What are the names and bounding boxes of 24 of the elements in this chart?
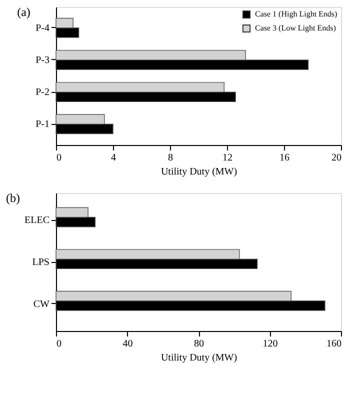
x-tick-label: 8 <box>168 152 173 164</box>
x-axis-title: Utility Duty (MW) <box>160 352 238 364</box>
x-tick-label: 16 <box>280 152 290 164</box>
x-tick-label: 120 <box>262 338 278 350</box>
x-tick-label: 80 <box>194 338 204 350</box>
x-tick-label: 4 <box>111 152 116 164</box>
y-tick-label: P-1 <box>36 119 50 130</box>
y-tick-label: CW <box>33 298 50 310</box>
y-tick-label: P-3 <box>36 54 50 66</box>
x-tick-label: 0 <box>56 152 62 164</box>
chart-title: (a) <box>17 5 30 19</box>
x-tick-label: 0 <box>56 338 62 350</box>
chart-title: (b) <box>6 191 20 205</box>
y-tick-label: P-4 <box>36 22 50 34</box>
x-tick-label: 160 <box>326 338 342 350</box>
legend-label: Case 1 (High Light Ends) <box>255 10 338 18</box>
legend-label: Case 3 (Low Light Ends) <box>255 24 336 32</box>
x-tick-label: 12 <box>222 152 232 164</box>
y-tick-label: P-2 <box>36 87 50 98</box>
y-tick-label: ELEC <box>24 215 50 226</box>
x-tick-label: 40 <box>122 338 133 350</box>
x-tick-label: 20 <box>332 152 342 164</box>
y-tick-label: LPS <box>32 257 50 268</box>
x-axis-title: Utility Duty (MW) <box>160 166 238 178</box>
